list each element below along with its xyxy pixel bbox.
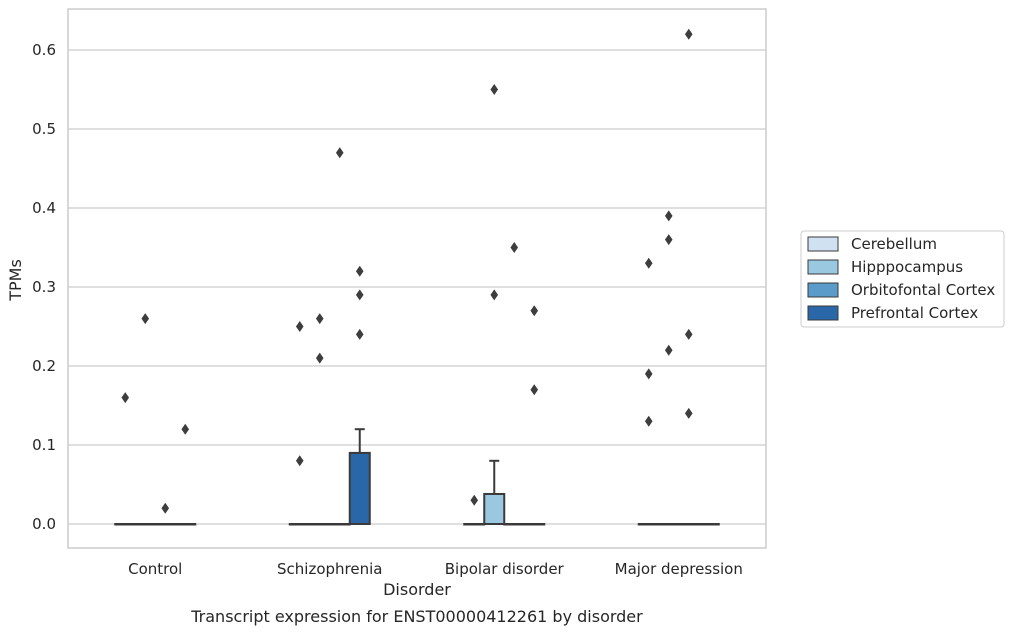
legend-label: Prefrontal Cortex — [851, 304, 978, 322]
legend-item: Prefrontal Cortex — [807, 304, 978, 322]
legend-swatch — [807, 236, 839, 252]
legend-frame — [800, 230, 1005, 328]
outlier-point — [315, 313, 324, 325]
legend-label: Cerebellum — [851, 235, 937, 253]
y-tick-labels: 0.0 0.1 0.2 0.3 0.4 0.5 0.6 — [32, 41, 56, 533]
outlier-point — [684, 407, 693, 419]
box — [637, 523, 660, 526]
outlier-point — [355, 328, 364, 340]
box — [463, 523, 486, 526]
y-tick-label: 0.2 — [32, 357, 56, 375]
legend-item: Cerebellum — [807, 235, 937, 253]
box — [523, 523, 546, 526]
outlier-point — [181, 423, 190, 435]
outlier-point — [684, 28, 693, 40]
box-body — [348, 451, 371, 525]
x-tick-label: Bipolar disorder — [445, 560, 565, 578]
outlier-point — [490, 289, 499, 301]
x-tick-label: Major depression — [615, 560, 743, 578]
outlier-point — [335, 147, 344, 159]
legend-item: Hipppocampus — [807, 258, 963, 276]
outlier-point — [664, 344, 673, 356]
outlier-point — [530, 384, 539, 396]
box — [348, 428, 371, 525]
legend-swatch — [807, 282, 839, 298]
box — [154, 523, 177, 526]
box — [114, 523, 137, 526]
box — [677, 523, 700, 526]
x-tick-labels: Control Schizophrenia Bipolar disorder Majo… — [128, 560, 743, 578]
outlier-point — [490, 84, 499, 95]
box — [288, 523, 311, 526]
outlier-point — [530, 305, 539, 317]
y-axis-label: TPMs — [6, 259, 25, 302]
outlier-point — [141, 313, 150, 325]
outlier-points — [121, 28, 693, 514]
y-tick-label: 0.1 — [32, 436, 56, 454]
outlier-point — [355, 289, 364, 301]
outlier-point — [664, 210, 673, 222]
outlier-point — [644, 257, 653, 269]
legend-item: Orbitofontal Cortex — [807, 281, 995, 299]
box — [503, 523, 526, 526]
legend-swatch — [807, 259, 839, 275]
box — [697, 523, 720, 526]
box — [657, 523, 680, 526]
legend-label: Hipppocampus — [851, 258, 963, 276]
outlier-point — [121, 392, 130, 404]
box-body — [483, 492, 506, 526]
outlier-point — [295, 455, 304, 467]
box — [174, 523, 197, 526]
legend-swatch — [807, 305, 839, 321]
y-tick-label: 0.5 — [32, 120, 56, 138]
outlier-point — [644, 368, 653, 380]
y-tick-label: 0.0 — [32, 515, 56, 533]
box — [134, 523, 157, 526]
legend: Cerebellum Hipppocampus Orbitofontal Corte… — [800, 230, 1005, 328]
chart-caption: Transcript expression for ENST0000041226… — [190, 607, 643, 626]
outlier-point — [161, 502, 170, 514]
plot-frame — [67, 8, 767, 549]
outlier-point — [315, 352, 324, 364]
outlier-point — [644, 415, 653, 427]
outlier-point — [684, 328, 693, 340]
y-tick-label: 0.6 — [32, 41, 56, 59]
x-tick-label: Schizophrenia — [277, 560, 382, 578]
outlier-point — [664, 234, 673, 246]
box — [328, 523, 351, 526]
y-tick-label: 0.3 — [32, 278, 56, 296]
outlier-point — [355, 265, 364, 277]
outlier-point — [295, 321, 304, 332]
box — [308, 523, 331, 526]
y-tick-label: 0.4 — [32, 199, 56, 217]
legend-label: Orbitofontal Cortex — [851, 281, 995, 299]
outlier-point — [510, 242, 519, 253]
box — [483, 459, 506, 526]
outlier-point — [470, 494, 479, 506]
x-tick-label: Control — [128, 560, 182, 578]
boxes — [114, 428, 720, 526]
x-axis-label: Disorder — [383, 580, 451, 599]
